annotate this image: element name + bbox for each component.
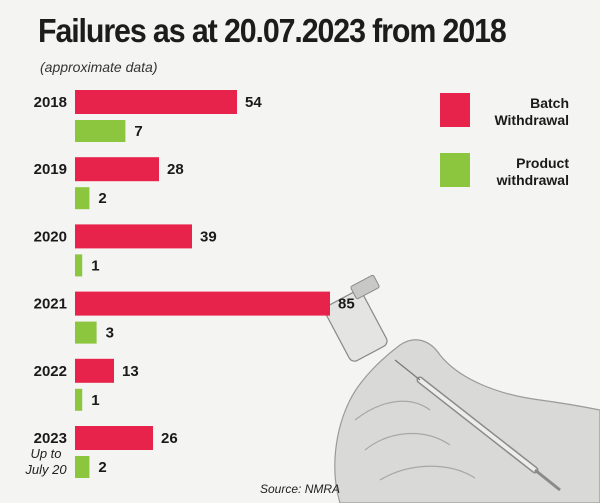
bar-product-2023 (75, 456, 90, 478)
value-label-product-2023: 2 (98, 459, 106, 476)
year-label-2020: 2020 (34, 228, 67, 245)
value-label-product-2022: 1 (91, 392, 99, 409)
source-note: Source: NMRA (260, 482, 341, 496)
value-label-product-2019: 2 (98, 190, 106, 207)
bar-batch-2019 (75, 157, 159, 182)
bar-product-2019 (75, 187, 90, 210)
year-label-2023: 2023 (34, 430, 67, 447)
bar-product-2021 (75, 321, 97, 344)
chart-title: Failures as at 20.07.2023 from 2018 (38, 12, 507, 49)
value-label-batch-2023: 26 (161, 430, 178, 447)
legend-label-0: Batch Withdrawal (494, 95, 569, 128)
bar-batch-2018 (75, 90, 237, 114)
bar-product-2020 (75, 254, 83, 277)
year-label-2018: 2018 (34, 94, 67, 111)
value-label-batch-2021: 85 (338, 296, 355, 313)
year-label-2019: 2019 (34, 161, 67, 178)
year-note-label: Up to July 20 (24, 446, 67, 477)
legend-swatch-0 (440, 93, 470, 127)
syringe-hand-illustration (324, 274, 600, 503)
value-label-batch-2020: 39 (200, 228, 217, 245)
legend-label-1: Product withdrawal (496, 155, 570, 188)
value-label-product-2018: 7 (134, 123, 142, 140)
chart-subtitle: (approximate data) (40, 59, 158, 75)
value-label-product-2021: 3 (106, 325, 114, 342)
value-label-batch-2022: 13 (122, 363, 139, 380)
bar-product-2018 (75, 120, 126, 142)
year-label-2021: 2021 (34, 296, 67, 313)
bar-batch-2023 (75, 426, 153, 450)
legend-swatch-1 (440, 153, 470, 187)
value-label-batch-2018: 54 (245, 94, 262, 111)
bar-product-2022 (75, 388, 83, 411)
year-label-2022: 2022 (34, 363, 67, 380)
value-label-batch-2019: 28 (167, 161, 184, 178)
bar-batch-2020 (75, 224, 192, 249)
bar-batch-2022 (75, 358, 114, 383)
bar-batch-2021 (75, 291, 330, 316)
value-label-product-2020: 1 (91, 257, 99, 274)
